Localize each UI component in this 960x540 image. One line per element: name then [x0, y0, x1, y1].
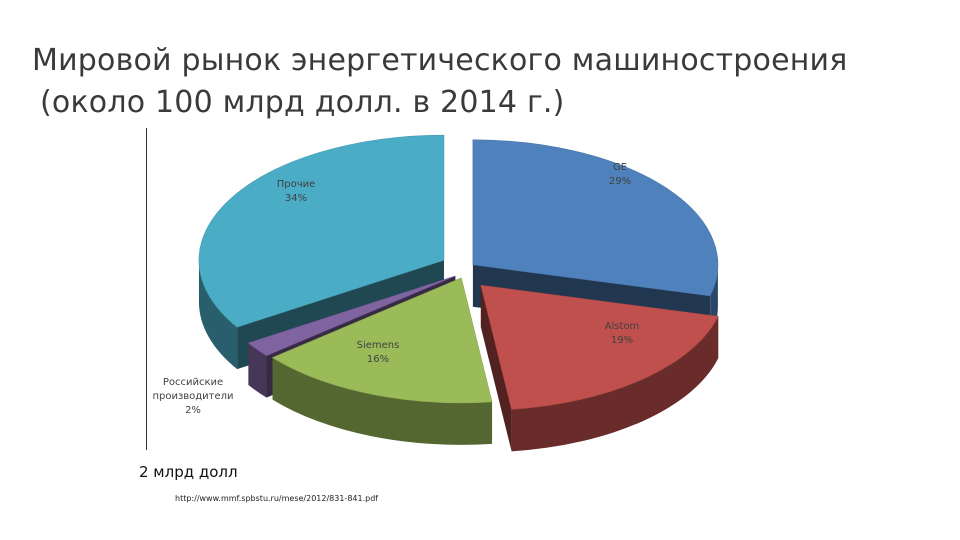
- title-line-1: Мировой рынок энергетического машиностро…: [32, 43, 848, 78]
- slice-outer-wall: [272, 357, 493, 445]
- slice-top-face: [271, 277, 493, 404]
- slice-outer-wall: [511, 316, 719, 452]
- data-label-4: Российские производители 2%: [152, 377, 233, 416]
- source-link[interactable]: http://www.mmf.spbstu.ru/mese/2012/831-8…: [175, 494, 379, 503]
- slice-side-face: [480, 285, 512, 452]
- pie-slice-3: [271, 277, 493, 445]
- slice-top-face: [472, 139, 719, 297]
- data-label-2: Alstom 19%: [605, 321, 640, 346]
- slice-top-face: [247, 275, 456, 357]
- slice-outer-wall: [248, 342, 267, 398]
- slice-outer-wall: [198, 260, 238, 370]
- slice-top-face: [198, 134, 445, 328]
- title-line-2: (около 100 млрд долл. в 2014 г.): [40, 85, 565, 120]
- data-label-5: Прочие 34%: [277, 179, 316, 204]
- slice-top-face: [480, 284, 719, 410]
- data-label-1: GE 29%: [609, 162, 631, 187]
- pie-slice-2: [480, 284, 719, 452]
- data-label-3: Siemens 16%: [357, 340, 400, 365]
- slide-title: Мировой рынок энергетического машиностро…: [32, 40, 932, 124]
- scale-note: 2 млрд долл: [139, 463, 238, 481]
- vertical-axis-line: [146, 128, 147, 450]
